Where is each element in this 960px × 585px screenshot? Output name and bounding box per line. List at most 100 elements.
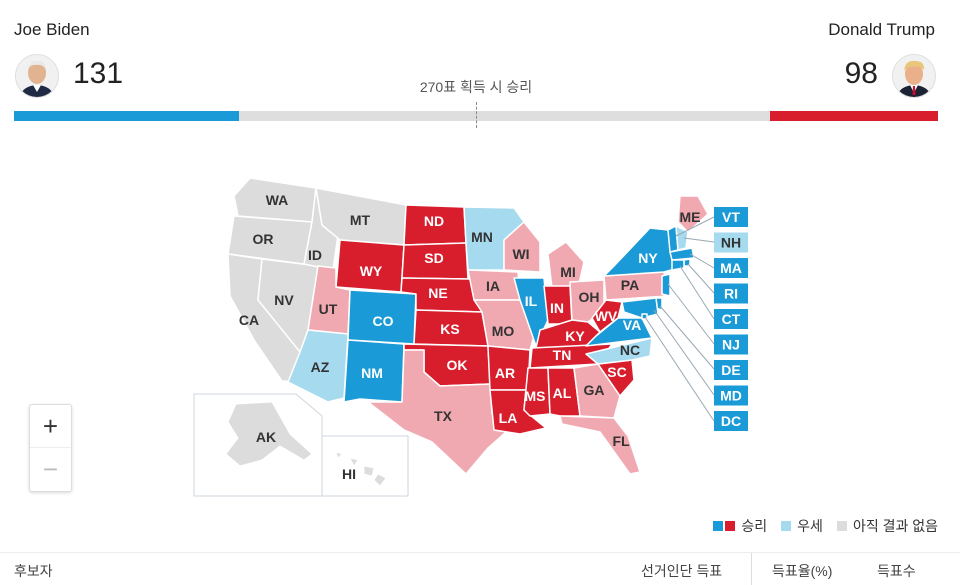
state-ga[interactable]	[573, 363, 621, 419]
trump-progress-fill	[769, 111, 938, 121]
electoral-map: WA OR CA NV ID MT WY UT AZ CO NM ND SD NE KS OK TX MN IA MO…	[193, 177, 748, 497]
state-label-ne: NE	[428, 285, 447, 301]
biden-avatar	[15, 54, 59, 98]
state-label-ut: UT	[319, 301, 338, 317]
state-label-va: VA	[623, 317, 641, 333]
small-state-label-md: MD	[720, 388, 742, 404]
state-label-pa: PA	[621, 277, 639, 293]
state-label-sc: SC	[607, 364, 626, 380]
state-label-fl: FL	[612, 433, 630, 449]
candidate-left-name: Joe Biden	[14, 20, 90, 39]
state-label-mt: MT	[350, 212, 371, 228]
state-label-wv: WV	[595, 308, 618, 324]
state-label-ky: KY	[565, 328, 585, 344]
state-label-ia: IA	[486, 278, 500, 294]
legend-rep-swatch	[725, 521, 736, 531]
state-label-ks: KS	[440, 321, 459, 337]
legend-dem-swatch	[713, 521, 724, 531]
col-vote-percent: 득표율(%)	[772, 563, 833, 579]
small-state-box-dc[interactable]: DC	[714, 411, 748, 431]
state-label-nv: NV	[274, 292, 294, 308]
small-state-box-md[interactable]: MD	[714, 385, 748, 406]
state-label-mn: MN	[471, 229, 493, 245]
state-tx[interactable]	[367, 349, 507, 475]
state-label-tn: TN	[553, 347, 572, 363]
state-label-oh: OH	[579, 289, 600, 305]
trump-avatar	[892, 54, 936, 98]
state-ak[interactable]	[225, 401, 313, 467]
small-state-box-ct[interactable]: CT	[714, 309, 748, 329]
state-ct-shape[interactable]	[671, 259, 685, 271]
zoom-in-button[interactable]: +	[42, 411, 59, 441]
state-label-sd: SD	[424, 250, 443, 266]
state-nm[interactable]	[343, 339, 405, 403]
small-state-leaders	[644, 216, 715, 422]
state-label-ca: CA	[239, 312, 259, 328]
col-electoral-votes: 선거인단 득표	[641, 563, 723, 579]
state-wv[interactable]	[591, 299, 623, 333]
state-label-ga: GA	[584, 382, 605, 398]
small-state-label-nh: NH	[721, 235, 741, 251]
zoom-control: + −	[29, 404, 72, 492]
biden-electoral-votes: 131	[73, 57, 124, 90]
state-label-ok: OK	[447, 357, 468, 373]
state-md-shape[interactable]	[621, 297, 659, 319]
threshold-marker	[476, 102, 477, 128]
small-state-label-vt: VT	[722, 209, 740, 225]
state-label-or: OR	[253, 231, 274, 247]
biden-progress-fill	[14, 111, 239, 121]
state-label-ms: MS	[525, 388, 546, 404]
state-wi[interactable]	[503, 221, 541, 273]
small-state-label-dc: DC	[721, 413, 741, 429]
state-mi[interactable]	[547, 241, 585, 289]
state-label-ak: AK	[256, 429, 276, 445]
results-table-header: 후보자 선거인단 득표 득표율(%) 득표수	[0, 552, 960, 585]
state-label-al: AL	[553, 385, 572, 401]
state-label-nm: NM	[361, 365, 383, 381]
legend-none-swatch	[836, 521, 847, 531]
win-threshold-label: 270표 획득 시 승리	[419, 79, 533, 95]
state-label-az: AZ	[311, 359, 330, 375]
state-label-hi: HI	[342, 466, 356, 482]
state-label-nc: NC	[620, 342, 640, 358]
state-label-il: IL	[525, 293, 538, 309]
legend-win-label: 승리	[741, 518, 768, 534]
zoom-out-button[interactable]: −	[30, 447, 71, 490]
state-ma-shape[interactable]	[669, 247, 695, 261]
state-label-id: ID	[308, 247, 322, 263]
state-label-wy: WY	[360, 263, 383, 279]
state-label-nd: ND	[424, 213, 444, 229]
state-label-me: ME	[680, 209, 701, 225]
state-me[interactable]	[677, 195, 709, 233]
col-candidate: 후보자	[14, 563, 53, 579]
small-state-box-nj[interactable]: NJ	[714, 334, 748, 355]
map-legend: 승리 우세 아직 결과 없음	[713, 516, 938, 536]
state-nj-shape[interactable]	[661, 273, 671, 297]
small-state-box-ma[interactable]: MA	[714, 258, 748, 278]
state-label-in: IN	[550, 300, 564, 316]
state-label-mi: MI	[560, 264, 576, 280]
legend-none-label: 아직 결과 없음	[852, 518, 938, 534]
state-nc[interactable]	[585, 337, 653, 365]
small-state-box-de[interactable]: DE	[714, 360, 748, 380]
small-state-box-nh[interactable]: NH	[714, 232, 748, 253]
col-vote-count: 득표수	[877, 563, 916, 579]
candidate-right-name: Donald Trump	[828, 20, 935, 39]
legend-lean-label: 우세	[797, 518, 823, 534]
alaska-hawaii-inset	[193, 393, 409, 497]
state-label-wi: WI	[512, 246, 529, 262]
state-label-co: CO	[373, 313, 394, 329]
small-state-label-nj: NJ	[722, 337, 740, 353]
state-label-tx: TX	[434, 408, 453, 424]
small-state-box-ri[interactable]: RI	[714, 283, 748, 304]
state-label-mo: MO	[492, 323, 515, 339]
trump-electoral-votes: 98	[844, 57, 878, 90]
small-state-label-de: DE	[721, 362, 740, 378]
small-state-box-vt[interactable]: VT	[714, 207, 748, 227]
small-state-label-ct: CT	[722, 311, 741, 327]
small-state-label-ma: MA	[720, 260, 742, 276]
state-fl[interactable]	[559, 415, 641, 475]
state-ms[interactable]	[523, 367, 551, 417]
state-hi[interactable]	[335, 451, 387, 487]
state-label-la: LA	[499, 410, 518, 426]
